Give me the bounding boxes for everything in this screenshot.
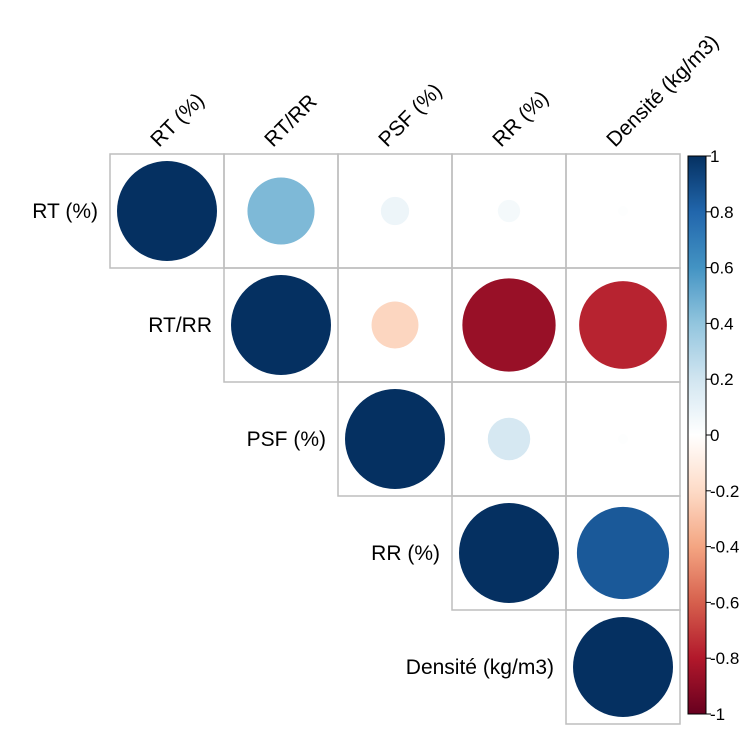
row-label-1: RT/RR xyxy=(148,314,212,337)
colorbar-tick-label: 0.8 xyxy=(710,203,734,222)
correlation-circle-3-3 xyxy=(459,503,559,603)
correlation-circle-0-0 xyxy=(117,161,217,261)
column-labels: RT (%) RT/RR PSF (%) RR (%) Densité (kg/m3) xyxy=(146,30,723,151)
row-labels: RT (%) RT/RR PSF (%) RR (%) Densité (kg/m3) xyxy=(32,200,554,679)
row-label-2: PSF (%) xyxy=(247,428,326,451)
correlation-circle-0-2 xyxy=(380,196,410,226)
correlation-circle-0-1 xyxy=(247,177,315,245)
colorbar-tick-label: 0.4 xyxy=(710,314,734,333)
row-label-0: RT (%) xyxy=(32,200,98,223)
row-label-4: Densité (kg/m3) xyxy=(406,656,554,679)
colorbar-tick-label: 0 xyxy=(710,426,719,445)
correlation-circle-1-1 xyxy=(231,275,331,375)
colorbar-gradient xyxy=(687,155,707,715)
correlation-circle-0-3 xyxy=(497,199,521,223)
colorbar-tick-label: -0.8 xyxy=(710,649,739,668)
correlation-circle-1-2 xyxy=(371,301,419,349)
column-label-0: RT (%) xyxy=(146,89,209,152)
correlation-circle-1-4 xyxy=(579,281,667,369)
correlation-circle-0-4 xyxy=(618,206,628,216)
correlation-circle-3-4 xyxy=(576,506,670,600)
colorbar-tick-label: -1 xyxy=(710,705,725,724)
correlation-circle-1-3 xyxy=(462,278,556,372)
correlation-circle-2-4 xyxy=(618,434,628,444)
colorbar-tick-label: 0.2 xyxy=(710,370,734,389)
colorbar-tick-label: 0.6 xyxy=(710,259,734,278)
correlation-circle-2-3 xyxy=(487,417,531,461)
correlation-circle-2-2 xyxy=(345,389,445,489)
colorbar-tick-label: -0.2 xyxy=(710,482,739,501)
correlation-cells xyxy=(109,153,681,725)
colorbar-tick-label: 1 xyxy=(710,147,719,166)
column-label-4: Densité (kg/m3) xyxy=(602,30,723,151)
cell-4-4 xyxy=(565,609,681,725)
colorbar: 1 0.8 0.6 0.4 0.2 0 -0.2 -0.4 -0.6 -0.8 -1 xyxy=(687,147,739,724)
colorbar-tick-label: -0.4 xyxy=(710,538,739,557)
column-label-2: PSF (%) xyxy=(374,79,446,151)
colorbar-tick-label: -0.6 xyxy=(710,593,739,612)
column-label-1: RT/RR xyxy=(260,90,321,151)
correlation-circle-4-4 xyxy=(573,617,673,717)
row-label-3: RR (%) xyxy=(371,542,440,565)
column-label-3: RR (%) xyxy=(488,87,553,152)
